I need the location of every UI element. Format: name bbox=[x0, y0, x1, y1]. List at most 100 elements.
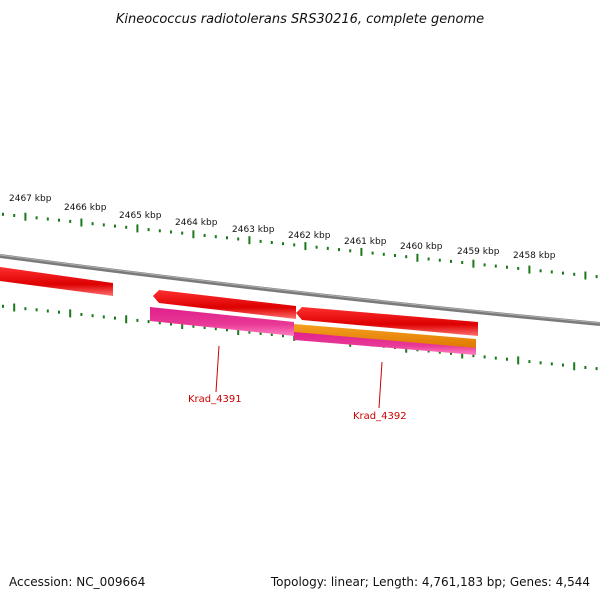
major-tick bbox=[472, 259, 475, 268]
minor-tick bbox=[539, 269, 542, 273]
minor-tick bbox=[338, 248, 340, 252]
minor-tick bbox=[237, 237, 240, 241]
gene-feature-krad4392[interactable] bbox=[294, 324, 476, 348]
minor-tick bbox=[58, 310, 60, 314]
minor-tick bbox=[259, 239, 262, 243]
minor-tick bbox=[91, 222, 94, 226]
genome-backbone bbox=[0, 254, 600, 326]
minor-tick bbox=[483, 263, 486, 267]
major-tick bbox=[416, 253, 419, 262]
minor-tick bbox=[158, 229, 161, 233]
minor-tick bbox=[517, 266, 520, 270]
minor-tick bbox=[528, 360, 531, 364]
minor-tick bbox=[58, 218, 60, 222]
minor-tick bbox=[394, 254, 396, 257]
major-tick bbox=[136, 224, 139, 233]
scale-label: 2459 kbp bbox=[457, 247, 500, 257]
minor-tick bbox=[203, 234, 206, 237]
minor-tick bbox=[80, 313, 83, 316]
minor-tick bbox=[226, 328, 228, 332]
map-title: Kineococcus radiotolerans SRS30216, comp… bbox=[116, 12, 484, 27]
minor-tick bbox=[35, 308, 38, 312]
feature-track bbox=[0, 267, 478, 355]
scale-label: 2467 kbp bbox=[9, 194, 52, 204]
gene-feature-krad4391[interactable] bbox=[150, 307, 294, 336]
minor-tick bbox=[450, 259, 452, 263]
major-tick bbox=[573, 362, 576, 371]
gene-label-krad4392[interactable]: Krad_4392 bbox=[353, 411, 407, 422]
minor-tick bbox=[539, 361, 542, 365]
minor-tick bbox=[438, 258, 441, 262]
minor-tick bbox=[315, 245, 318, 249]
minor-tick bbox=[248, 330, 251, 334]
minor-tick bbox=[550, 362, 553, 366]
minor-tick bbox=[170, 322, 172, 326]
cds-feature-krad4390[interactable] bbox=[153, 290, 296, 319]
scale-label: 2463 kbp bbox=[232, 225, 275, 235]
minor-tick bbox=[192, 324, 195, 328]
minor-tick bbox=[91, 314, 94, 318]
gene-label-krad4391[interactable]: Krad_4391 bbox=[188, 394, 242, 405]
minor-tick bbox=[114, 316, 116, 320]
major-tick bbox=[304, 242, 307, 251]
minor-tick bbox=[584, 366, 587, 369]
minor-tick bbox=[595, 275, 598, 279]
minor-tick bbox=[226, 236, 228, 240]
scale-label: 2465 kbp bbox=[119, 211, 162, 221]
minor-tick bbox=[573, 272, 576, 276]
minor-tick bbox=[214, 235, 217, 239]
minor-tick bbox=[349, 249, 352, 253]
minor-tick bbox=[13, 214, 16, 217]
scale-label: 2462 kbp bbox=[288, 231, 331, 241]
minor-tick bbox=[2, 304, 4, 308]
minor-tick bbox=[494, 356, 497, 360]
minor-tick bbox=[46, 217, 49, 221]
minor-tick bbox=[2, 212, 4, 216]
minor-tick bbox=[170, 230, 172, 234]
minor-tick bbox=[506, 357, 508, 361]
minor-tick bbox=[494, 264, 497, 268]
scale-label: 2464 kbp bbox=[175, 218, 218, 228]
minor-tick bbox=[147, 320, 150, 324]
cds-feature-left[interactable] bbox=[0, 267, 113, 296]
minor-tick bbox=[203, 326, 206, 329]
minor-tick bbox=[382, 252, 385, 256]
minor-tick bbox=[270, 241, 273, 244]
major-tick bbox=[80, 218, 83, 227]
major-tick bbox=[192, 230, 195, 239]
genome-backbone-highlight bbox=[0, 254, 600, 324]
minor-tick bbox=[136, 318, 139, 322]
minor-tick bbox=[427, 257, 430, 261]
scale-label: 2458 kbp bbox=[513, 251, 556, 261]
minor-tick bbox=[461, 261, 464, 264]
minor-tick bbox=[595, 367, 598, 371]
minor-tick bbox=[405, 255, 408, 259]
minor-tick bbox=[102, 223, 105, 227]
major-tick bbox=[13, 303, 16, 312]
major-tick bbox=[360, 247, 363, 256]
cds-feature-krad4392-cds[interactable] bbox=[296, 307, 478, 336]
minor-tick bbox=[147, 228, 150, 232]
minor-tick bbox=[450, 351, 452, 355]
minor-tick bbox=[102, 315, 105, 319]
major-tick bbox=[584, 271, 587, 280]
major-tick bbox=[237, 327, 240, 335]
minor-tick bbox=[282, 242, 284, 246]
scale-labels: 2467 kbp 2466 kbp 2465 kbp 2464 kbp 2463… bbox=[9, 194, 556, 261]
major-tick bbox=[248, 236, 251, 245]
minor-tick bbox=[24, 307, 27, 311]
gene-feature-krad4391-ext[interactable] bbox=[294, 331, 476, 355]
upper-scale-ticks bbox=[2, 212, 598, 280]
scale-label: 2460 kbp bbox=[400, 242, 443, 252]
minor-tick bbox=[506, 265, 508, 269]
minor-tick bbox=[326, 246, 329, 250]
minor-tick bbox=[125, 225, 128, 229]
major-tick bbox=[461, 350, 464, 359]
minor-tick bbox=[472, 354, 475, 358]
minor-tick bbox=[114, 224, 116, 228]
minor-tick bbox=[562, 271, 564, 275]
minor-tick bbox=[35, 216, 38, 220]
major-tick bbox=[24, 212, 27, 221]
